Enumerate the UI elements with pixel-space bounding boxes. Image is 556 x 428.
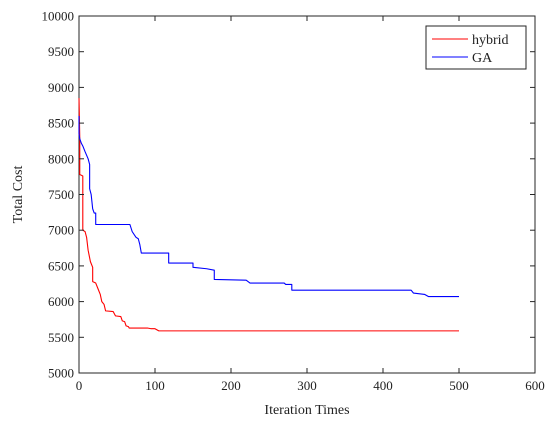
y-tick-label: 7500 bbox=[48, 187, 74, 202]
y-tick-label: 9000 bbox=[48, 80, 74, 95]
axis-ticks: 0 100 200 300 400 500 600 5000 5500 6000 6500 7000 7… bbox=[42, 9, 545, 394]
y-tick-label: 9500 bbox=[48, 44, 74, 59]
x-tick-label: 300 bbox=[297, 378, 317, 393]
y-tick-label: 8000 bbox=[48, 151, 74, 166]
series-line-hybrid bbox=[78, 98, 459, 332]
x-tick-label: 200 bbox=[221, 378, 241, 393]
series-line-ga bbox=[78, 115, 459, 298]
x-tick-label: 0 bbox=[76, 378, 83, 393]
y-tick-label: 10000 bbox=[42, 9, 75, 24]
y-tick-label: 5500 bbox=[48, 330, 74, 345]
y-tick-label: 5000 bbox=[48, 366, 74, 381]
y-tick-label: 7000 bbox=[48, 223, 74, 238]
plot-area bbox=[78, 15, 536, 374]
series-lines bbox=[78, 98, 459, 332]
y-tick-label: 6500 bbox=[48, 258, 74, 273]
x-tick-label: 500 bbox=[449, 378, 469, 393]
y-axis-label: Total Cost bbox=[11, 166, 26, 224]
legend-label-hybrid: hybrid bbox=[472, 33, 509, 48]
x-tick-label: 400 bbox=[373, 378, 393, 393]
x-axis-label: Iteration Times bbox=[264, 403, 349, 418]
x-tick-label: 600 bbox=[525, 378, 545, 393]
legend-label-ga: GA bbox=[472, 51, 493, 66]
y-tick-label: 8500 bbox=[48, 116, 74, 131]
chart-legend: hybrid GA bbox=[425, 25, 527, 70]
y-tick-label: 6000 bbox=[48, 294, 74, 309]
x-tick-label: 100 bbox=[145, 378, 165, 393]
legend-box bbox=[425, 25, 527, 70]
